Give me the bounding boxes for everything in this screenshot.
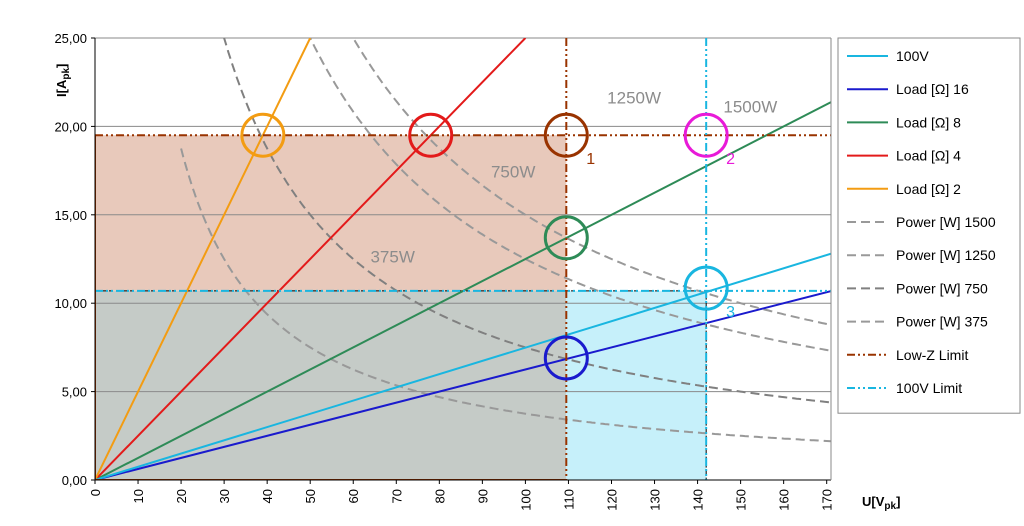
power-curve-labels: 1250W 1500W 750W 375W (370, 88, 777, 266)
x-tick-label-0: 0 (88, 489, 103, 496)
legend-label-low-z-limit: Low-Z Limit (896, 347, 968, 363)
marker-circle-4 (543, 215, 589, 261)
x-tick-label-60: 60 (346, 489, 361, 503)
legend-box (837, 37, 1021, 414)
y-tick-label-10: 10,00 (54, 296, 87, 311)
x-tick-label-100: 100 (518, 489, 533, 511)
power-curve-375 (180, 148, 831, 443)
legend-label-100v: 100V (896, 48, 929, 64)
y-axis-title: I[Apk] (54, 64, 72, 97)
x-tick-label-160: 160 (777, 489, 792, 511)
axes (91, 37, 832, 484)
region-1 (95, 290, 567, 480)
marker-circle-2 (543, 112, 589, 158)
gridlines (95, 37, 831, 393)
y-tick-label-20: 20,00 (54, 119, 87, 134)
legend: 100V Load [Ω] 16 Load [Ω] 8 Load [Ω] 4 Load … (837, 37, 1021, 414)
load-line-16 (95, 290, 831, 480)
x-tick-label-150: 150 (734, 489, 749, 511)
marker-circle-5 (683, 265, 729, 311)
x-tick-label-80: 80 (432, 489, 447, 503)
series-lines (95, 38, 831, 480)
marker-circle-3 (683, 112, 729, 158)
legend-label-power-w-1250: Power [W] 1250 (896, 247, 996, 263)
legend-label-power-w-1500: Power [W] 1500 (896, 214, 996, 230)
x-tick-label-70: 70 (389, 489, 404, 503)
y-tick-label-5: 5,00 (62, 385, 87, 400)
marker-label-3: 3 (726, 304, 735, 321)
x-tick-label-170: 170 (820, 489, 835, 511)
region-0 (95, 135, 567, 291)
legend-label-load-8: Load [Ω] 8 (896, 114, 961, 130)
x-tick-label-120: 120 (604, 489, 619, 511)
power-label-750w: 750W (491, 163, 535, 182)
x-axis-title: U[Vpk] (862, 494, 900, 512)
y-tick-labels: 0,00 5,00 10,00 15,00 20,00 25,00 (54, 31, 87, 488)
x-tick-label-10: 10 (131, 489, 146, 503)
x-tick-label-40: 40 (260, 489, 275, 503)
x-tick-label-90: 90 (475, 489, 490, 503)
marker-label-2: 2 (726, 151, 735, 168)
legend-label-power-w-750: Power [W] 750 (896, 280, 988, 296)
power-curve-750 (223, 38, 831, 404)
power-label-375w: 375W (370, 248, 414, 267)
power-curve-1250 (309, 38, 831, 352)
x-tick-label-50: 50 (303, 489, 318, 503)
marker-label-1: 1 (586, 151, 595, 168)
legend-label-load-4: Load [Ω] 4 (896, 148, 961, 164)
legend-label-power-w-375: Power [W] 375 (896, 314, 988, 330)
marker-circle-6 (543, 335, 589, 381)
x-tick-label-140: 140 (691, 489, 706, 511)
region-2 (566, 290, 707, 480)
legend-label-100v-limit: 100V Limit (896, 380, 962, 396)
power-label-1250w: 1250W (607, 88, 661, 107)
x-tick-label-20: 20 (174, 489, 189, 503)
operating-regions (95, 135, 707, 480)
legend-label-load-2: Load [Ω] 2 (896, 181, 961, 197)
y-tick-label-0: 0,00 (62, 473, 87, 488)
load-line-4 (95, 38, 527, 480)
operating-point-markers: 1 2 3 (240, 112, 735, 381)
x-tick-label-30: 30 (217, 489, 232, 503)
marker-circle-1 (408, 112, 454, 158)
x-tick-labels: 0 10 20 30 40 50 60 70 80 90 100 110 120 130 140 150 160… (88, 489, 835, 511)
y-tick-label-15: 15,00 (54, 208, 87, 223)
power-label-1500w: 1500W (723, 97, 777, 116)
marker-circle-0 (240, 112, 286, 158)
x-tick-label-130: 130 (648, 489, 663, 511)
x-tick-label-110: 110 (561, 489, 576, 510)
y-tick-label-25: 25,00 (54, 31, 87, 46)
load-line-2 (95, 38, 312, 480)
legend-label-load-16: Load [Ω] 16 (896, 81, 969, 97)
